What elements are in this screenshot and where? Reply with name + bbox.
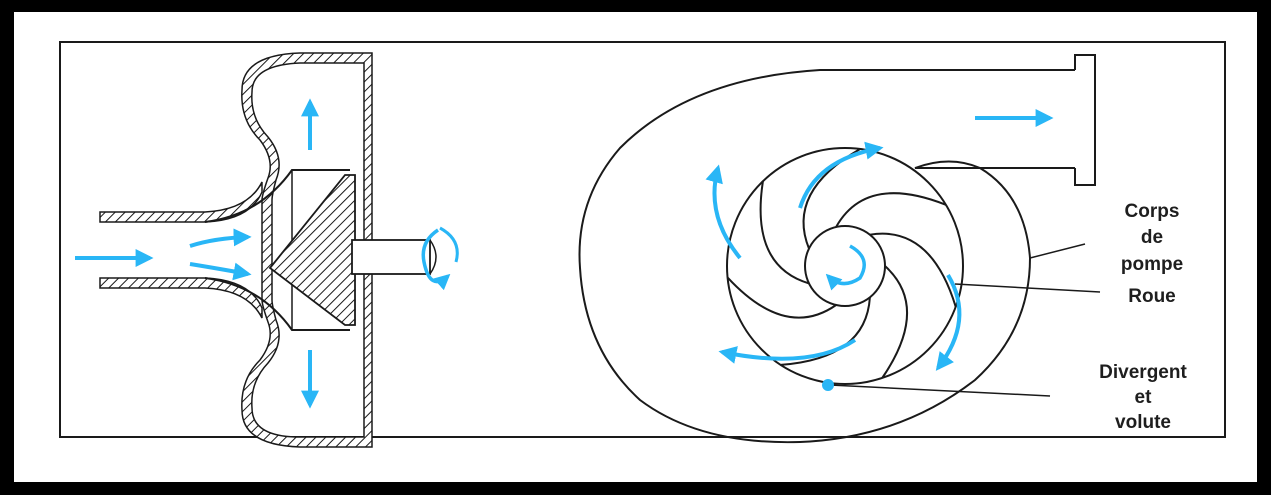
impeller-blade [726,276,837,319]
outlet-flange [1074,54,1096,186]
drawing-border [59,41,1226,438]
impeller-front-shroud-top [204,169,350,223]
pump-shaft [351,239,431,275]
volute-flow-arrow-bottom [718,338,857,364]
label-roue: Roue [1128,286,1176,307]
shaft-rotation-arrow-back [439,226,459,263]
divergent-leader-line [829,384,1051,397]
pump-side-section [75,52,459,448]
volute-flow-arrow-right [935,273,962,371]
inner-panel [14,12,1257,482]
divergent-marker-dot [822,379,834,391]
volute-casing [578,69,1075,444]
label-corps-1: Corps [1125,201,1180,222]
label-divergent-2: et [1135,387,1153,408]
impeller-blade [835,192,947,228]
label-divergent-3: volute [1115,412,1171,433]
label-divergent-1: Divergent [1099,362,1187,383]
roue-leader-line [954,283,1101,293]
impeller-blade [881,265,909,379]
shaft-end [429,239,437,275]
impeller-blade [869,232,957,307]
impeller-flow-arrow-lower [189,262,252,281]
volute-flow-arrow-left [705,164,742,260]
impeller-disk [726,147,964,385]
labels: Corps de pompe Roue Divergent et volute [1099,201,1187,433]
corps-leader-line [1029,243,1086,259]
impeller-blade [759,181,810,285]
pump-front-view [578,54,1101,444]
shaft-rotation-arrow [421,228,451,291]
impeller-flow-arrow-upper [189,228,252,248]
eye-rotation-arrow [825,244,866,291]
label-corps-3: pompe [1121,254,1183,275]
impeller-front-shroud-bottom [204,277,350,331]
volute-flow-arrow-top [798,141,884,209]
label-corps-2: de [1141,227,1163,248]
